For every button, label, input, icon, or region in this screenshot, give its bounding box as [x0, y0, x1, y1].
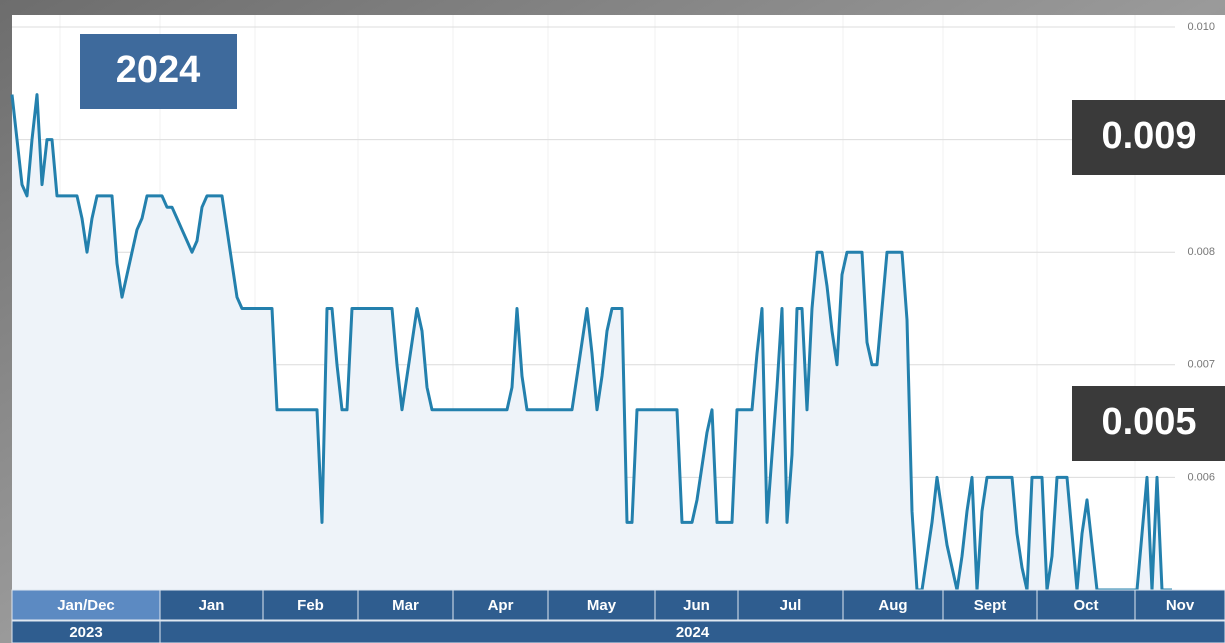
- month-cell: [654, 589, 739, 621]
- annotation-box: [1072, 386, 1225, 461]
- month-label: Aug: [878, 597, 907, 614]
- month-label: Jun: [683, 597, 710, 614]
- month-cell: [942, 589, 1038, 621]
- month-label: Mar: [392, 597, 419, 614]
- year-label: 2023: [69, 624, 102, 641]
- month-label: Jan: [199, 597, 225, 614]
- month-cell: [452, 589, 549, 621]
- price-line: [10, 93, 1172, 592]
- month-cell: [737, 589, 844, 621]
- year-label: 2024: [676, 624, 710, 641]
- month-cell: [262, 589, 359, 621]
- x-axis: Jan/Dec Jan Feb Mar Apr May Jun Jul Aug Sept Oct No…: [11, 589, 1225, 643]
- annotation-high: 0.009: [1072, 100, 1225, 175]
- month-label: Oct: [1073, 597, 1098, 614]
- annotation-year: 2024: [80, 34, 237, 109]
- y-tick-label: 0.008: [1187, 246, 1215, 258]
- month-label: Sept: [974, 597, 1007, 614]
- month-label: Jul: [780, 597, 802, 614]
- year-cell: [159, 620, 1225, 643]
- month-label: Jan/Dec: [57, 597, 115, 614]
- month-label: Feb: [297, 597, 324, 614]
- month-label: Nov: [1166, 597, 1195, 614]
- y-tick-label: 0.007: [1187, 359, 1215, 371]
- month-cell: [1134, 589, 1225, 621]
- month-cell: [1036, 589, 1136, 621]
- annotation-box: [1072, 100, 1225, 175]
- annotation-box: [80, 34, 237, 109]
- annotation: 0.009: [1101, 115, 1196, 157]
- area-fill: [12, 94, 1172, 590]
- y-tick-label: 0.010: [1187, 21, 1215, 33]
- month-label: May: [587, 597, 617, 614]
- month-cell: [842, 589, 944, 621]
- y-tick-label: 0.006: [1187, 471, 1215, 483]
- series: [10, 93, 1172, 592]
- annotation-low: 0.005: [1072, 386, 1225, 461]
- annotation: 0.005: [1101, 401, 1196, 443]
- month-label: Apr: [488, 597, 514, 614]
- annotation: 2024: [116, 49, 201, 91]
